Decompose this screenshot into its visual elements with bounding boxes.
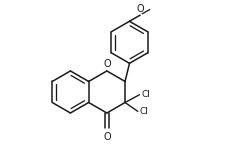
Text: O: O	[137, 4, 144, 14]
Text: Cl: Cl	[140, 107, 149, 116]
Text: O: O	[103, 59, 111, 69]
Text: Cl: Cl	[142, 90, 151, 99]
Text: O: O	[103, 132, 111, 142]
